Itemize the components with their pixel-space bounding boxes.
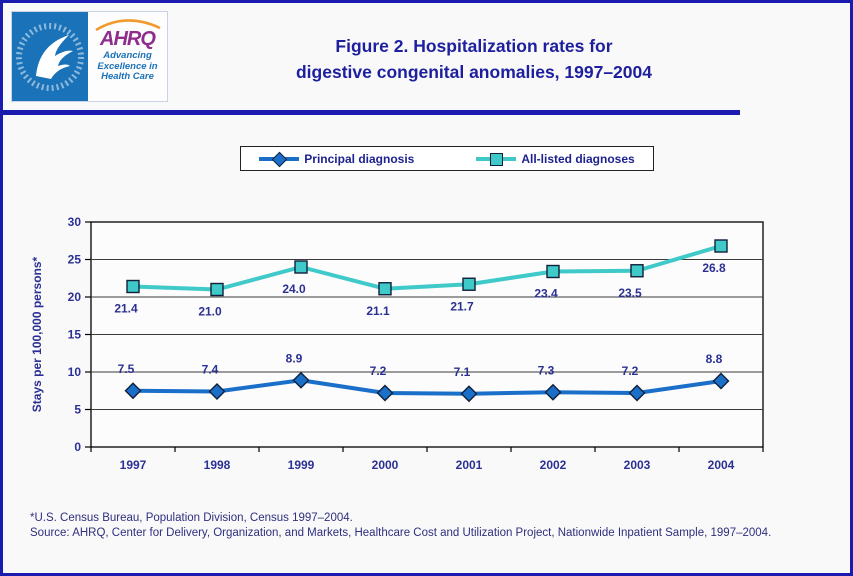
y-tick-label: 30 [68, 215, 82, 229]
line-chart: 0 5 10 15 20 25 30 1997 1998 1999 2000 2001 2002 2003… [30, 215, 764, 472]
data-point-marker [294, 260, 308, 274]
y-tick-label: 10 [68, 365, 82, 379]
data-point-marker [208, 383, 226, 400]
data-point-marker [546, 264, 560, 279]
data-label: 7.5 [118, 362, 135, 376]
data-label: 24.0 [282, 282, 306, 296]
y-tick-label: 15 [68, 328, 82, 342]
data-label: 21.1 [366, 304, 390, 318]
data-point-marker [126, 279, 140, 294]
ahrq-logo: AHRQ Advancing Excellence in Health Care [88, 12, 167, 101]
data-label: 26.8 [702, 261, 726, 275]
figure-title-line2: digestive congenital anomalies, 1997–200… [295, 62, 652, 82]
legend-label: All-listed diagnoses [521, 151, 635, 166]
y-tick-label: 5 [74, 403, 81, 417]
x-tick-label: 1998 [204, 458, 231, 472]
legend-label: Principal diagnosis [304, 151, 415, 166]
data-point-marker [376, 384, 394, 402]
footnotes: *U.S. Census Bureau, Population Division… [30, 511, 830, 541]
x-tick-label: 1999 [288, 458, 315, 472]
data-point-marker [378, 282, 392, 296]
data-label: 7.2 [622, 364, 639, 378]
x-tick-label: 1997 [120, 458, 147, 472]
x-tick-label: 2003 [624, 458, 651, 472]
ahrq-swoosh-icon [94, 19, 161, 31]
figure-title-line1: Figure 2. Hospitalization rates for [335, 36, 613, 56]
series-line [131, 244, 723, 292]
data-point-marker [210, 282, 224, 297]
figure-title: Figure 2. Hospitalization rates for dige… [143, 33, 805, 85]
data-point-marker [712, 372, 730, 390]
data-label: 8.8 [706, 352, 723, 366]
legend-item-all-listed-diagnoses: All-listed diagnoses [476, 151, 635, 166]
data-point-marker [462, 277, 476, 291]
ahrq-hhs-logo: AHRQ Advancing Excellence in Health Care [11, 11, 168, 102]
data-point-marker [714, 239, 728, 253]
footnote-census: *U.S. Census Bureau, Population Division… [30, 512, 353, 524]
data-label: 7.3 [538, 363, 555, 377]
data-label: 23.5 [618, 286, 642, 300]
series-line [131, 378, 723, 396]
data-label: 7.4 [202, 363, 219, 377]
ahrq-tagline-line2: Excellence in [97, 60, 158, 72]
data-label: 21.7 [450, 299, 474, 313]
data-label: 23.4 [534, 287, 558, 301]
x-tick-label: 2002 [540, 458, 567, 472]
ahrq-tagline-line1: Advancing [103, 50, 152, 61]
y-tick-label: 0 [74, 440, 81, 454]
data-point-marker [630, 264, 644, 278]
data-label: 7.2 [370, 364, 387, 378]
x-tick-label: 2001 [456, 458, 483, 472]
legend-item-principal-diagnosis: Principal diagnosis [259, 151, 415, 168]
ahrq-acronym: AHRQ [100, 28, 156, 50]
chart-legend: Principal diagnosis All-listed diagnoses [240, 146, 654, 171]
y-axis-title: Stays per 100,000 persons* [30, 256, 44, 412]
hhs-seal-icon [12, 12, 88, 101]
data-label: 8.9 [286, 351, 303, 365]
y-tick-label: 20 [68, 290, 82, 304]
diamond-marker-icon [259, 151, 300, 168]
ahrq-tagline-line3: Health Care [101, 71, 154, 82]
x-tick-label: 2004 [708, 458, 735, 472]
ahrq-tagline: Advancing Excellence in Health Care [88, 50, 167, 83]
data-point-marker [544, 383, 562, 401]
header-divider [3, 110, 740, 115]
data-point-marker [460, 385, 478, 403]
data-point-marker [124, 382, 142, 400]
y-tick-label: 25 [68, 253, 82, 267]
footnote-source: Source: AHRQ, Center for Delivery, Organ… [30, 527, 772, 539]
data-point-marker [628, 384, 646, 402]
data-label: 21.0 [198, 305, 222, 319]
square-marker-icon [476, 151, 517, 166]
data-point-marker [292, 371, 310, 389]
data-label: 21.4 [114, 302, 138, 316]
x-tick-label: 2000 [372, 458, 399, 472]
data-label: 7.1 [454, 365, 471, 379]
